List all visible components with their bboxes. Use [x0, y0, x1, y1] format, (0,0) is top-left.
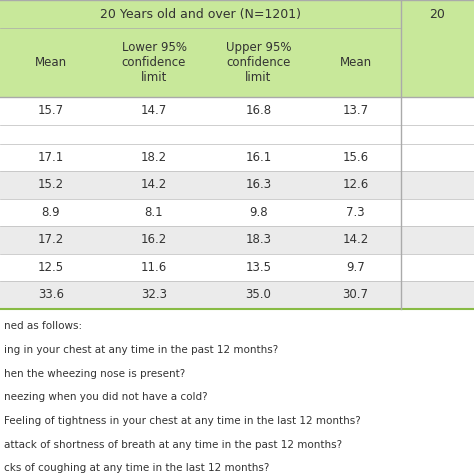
Text: attack of shortness of breath at any time in the past 12 months?: attack of shortness of breath at any tim…	[4, 439, 342, 450]
Text: 17.2: 17.2	[38, 233, 64, 246]
Text: 13.7: 13.7	[342, 104, 369, 118]
Text: 35.0: 35.0	[246, 288, 271, 301]
Text: neezing when you did not have a cold?: neezing when you did not have a cold?	[4, 392, 208, 402]
Text: 15.7: 15.7	[38, 104, 64, 118]
Text: Lower 95%
confidence
limit: Lower 95% confidence limit	[121, 41, 187, 84]
Text: 14.7: 14.7	[141, 104, 167, 118]
Bar	[0, 125, 474, 144]
Text: Mean: Mean	[35, 56, 67, 69]
Text: 16.3: 16.3	[245, 178, 272, 191]
Bar	[0, 254, 474, 281]
Text: Upper 95%
confidence
limit: Upper 95% confidence limit	[226, 41, 291, 84]
Text: 33.6: 33.6	[38, 288, 64, 301]
Bar	[401, 0, 474, 28]
Text: 16.8: 16.8	[245, 104, 272, 118]
Text: 17.1: 17.1	[38, 151, 64, 164]
Bar	[0, 171, 474, 199]
Text: 12.5: 12.5	[38, 261, 64, 274]
Bar	[0, 226, 474, 254]
Bar	[401, 28, 474, 97]
Text: ing in your chest at any time in the past 12 months?: ing in your chest at any time in the pas…	[4, 345, 278, 355]
Text: 16.2: 16.2	[141, 233, 167, 246]
Text: 14.2: 14.2	[342, 233, 369, 246]
Text: cks of coughing at any time in the last 12 months?: cks of coughing at any time in the last …	[4, 463, 269, 474]
Text: 18.2: 18.2	[141, 151, 167, 164]
Bar	[0, 281, 474, 309]
Text: 15.6: 15.6	[342, 151, 369, 164]
Text: 9.7: 9.7	[346, 261, 365, 274]
Bar	[0, 97, 474, 125]
Text: 20 Years old and over (N=1201): 20 Years old and over (N=1201)	[100, 8, 301, 21]
Text: 13.5: 13.5	[246, 261, 271, 274]
Text: 9.8: 9.8	[249, 206, 268, 219]
Bar	[0, 144, 474, 171]
Bar	[0, 0, 401, 28]
Text: 14.2: 14.2	[141, 178, 167, 191]
Text: 7.3: 7.3	[346, 206, 365, 219]
Text: 32.3: 32.3	[141, 288, 167, 301]
Text: 30.7: 30.7	[343, 288, 368, 301]
Text: 16.1: 16.1	[245, 151, 272, 164]
Text: hen the wheezing nose is present?: hen the wheezing nose is present?	[4, 368, 185, 379]
Text: 11.6: 11.6	[141, 261, 167, 274]
Bar	[0, 199, 474, 226]
Text: 18.3: 18.3	[246, 233, 271, 246]
Text: 8.9: 8.9	[42, 206, 60, 219]
Text: ned as follows:: ned as follows:	[4, 321, 82, 331]
Text: 20: 20	[429, 8, 445, 21]
Text: 8.1: 8.1	[145, 206, 164, 219]
Text: 15.2: 15.2	[38, 178, 64, 191]
Bar	[0, 28, 401, 97]
Text: Feeling of tightness in your chest at any time in the last 12 months?: Feeling of tightness in your chest at an…	[4, 416, 361, 426]
Text: 12.6: 12.6	[342, 178, 369, 191]
Text: Mean: Mean	[339, 56, 372, 69]
